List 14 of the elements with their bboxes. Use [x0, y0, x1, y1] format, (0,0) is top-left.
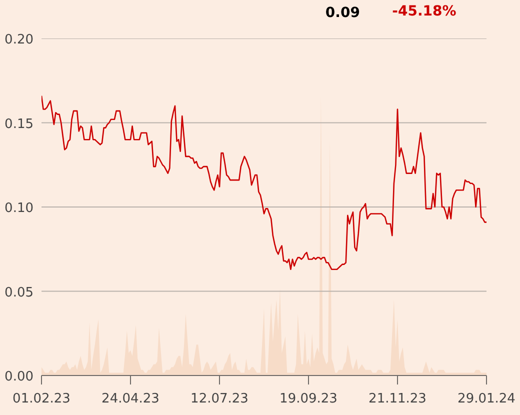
y-tick-label: 0.00 — [4, 370, 34, 384]
x-tick-label: 29.01.24 — [458, 392, 516, 406]
text: 0.09 — [325, 4, 360, 21]
x-tick-label: 24.04.23 — [102, 392, 160, 406]
y-tick-label: 0.20 — [4, 32, 34, 48]
y-tick-label: 0.10 — [4, 201, 34, 216]
y-tick-label: 0.05 — [4, 285, 34, 300]
x-tick-label: 21.11.23 — [368, 392, 426, 406]
x-tick-label: 01.02.23 — [12, 392, 70, 406]
x-tick-label: 12.07.23 — [190, 392, 248, 406]
y-tick-label: 0.15 — [4, 116, 34, 132]
line-series — [42, 95, 486, 270]
text: -45.18% — [392, 3, 456, 20]
x-tick-label: 19.09.23 — [280, 392, 338, 406]
